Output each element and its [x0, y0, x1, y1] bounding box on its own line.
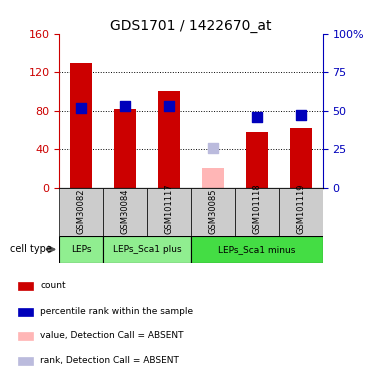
Text: LEPs_Sca1 plus: LEPs_Sca1 plus [113, 245, 181, 254]
Bar [202, 168, 224, 188]
Text: LEPs: LEPs [71, 245, 92, 254]
Bar [18, 282, 33, 290]
Bar [103, 236, 191, 262]
Text: percentile rank within the sample: percentile rank within the sample [40, 308, 193, 316]
Bar [18, 332, 33, 340]
Point [122, 103, 128, 109]
Point [210, 144, 216, 150]
Bar [191, 188, 235, 236]
Bar [191, 236, 323, 262]
Text: GSM101117: GSM101117 [165, 183, 174, 234]
Point [78, 105, 84, 111]
Point [298, 112, 304, 118]
Bar [18, 357, 33, 364]
Bar [246, 132, 268, 188]
Bar [290, 128, 312, 188]
Point [254, 114, 260, 120]
Text: GSM101118: GSM101118 [252, 183, 262, 234]
Bar [147, 188, 191, 236]
Title: GDS1701 / 1422670_at: GDS1701 / 1422670_at [110, 19, 272, 33]
Text: GSM30084: GSM30084 [121, 188, 130, 234]
Text: GSM30085: GSM30085 [209, 188, 217, 234]
Text: value, Detection Call = ABSENT: value, Detection Call = ABSENT [40, 332, 184, 340]
Bar [59, 236, 103, 262]
Bar [114, 109, 136, 188]
Text: count: count [40, 281, 66, 290]
Text: GSM30082: GSM30082 [77, 188, 86, 234]
Point [166, 103, 172, 109]
Text: LEPs_Sca1 minus: LEPs_Sca1 minus [218, 245, 296, 254]
Bar [70, 63, 92, 188]
Bar [59, 188, 103, 236]
Bar [103, 188, 147, 236]
Text: GSM101119: GSM101119 [296, 183, 305, 234]
Text: cell type: cell type [10, 244, 52, 254]
Bar [279, 188, 323, 236]
Text: rank, Detection Call = ABSENT: rank, Detection Call = ABSENT [40, 356, 179, 365]
Bar [18, 308, 33, 316]
Bar [235, 188, 279, 236]
Bar [158, 92, 180, 188]
